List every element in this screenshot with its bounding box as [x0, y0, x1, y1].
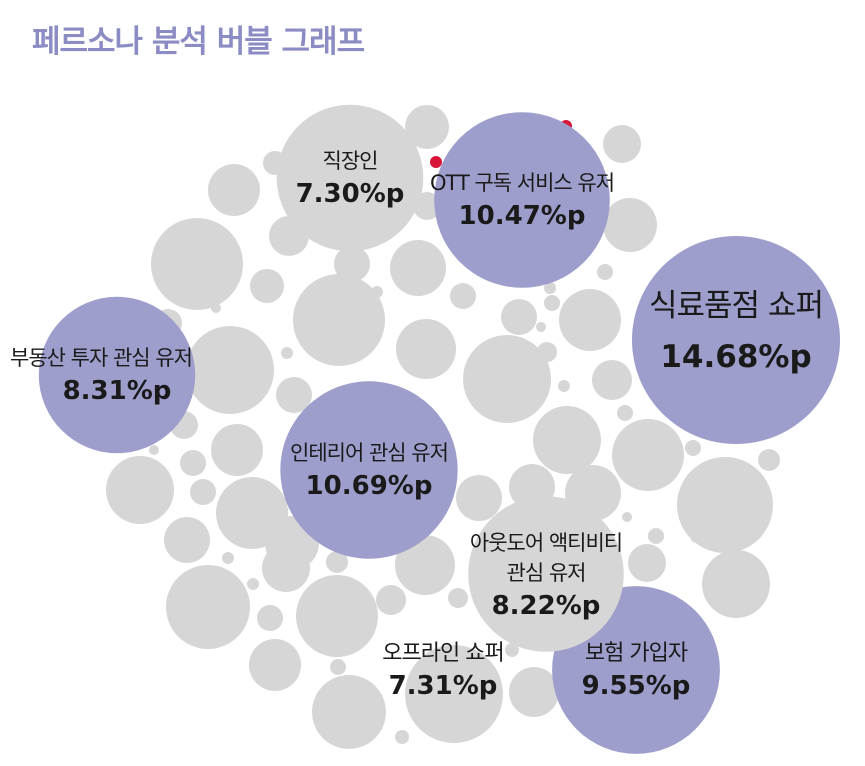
accent-dot — [430, 156, 442, 168]
background-bubble — [257, 605, 283, 631]
background-bubble — [296, 575, 378, 657]
background-bubble — [450, 283, 476, 309]
background-bubble — [371, 286, 383, 298]
background-bubble — [544, 295, 560, 311]
background-bubble — [166, 565, 250, 649]
background-bubble — [677, 457, 773, 553]
background-bubble — [592, 360, 632, 400]
persona-name-label: OTT 구독 서비스 유저 — [430, 171, 614, 195]
background-bubble — [151, 218, 243, 310]
persona-bubble — [38, 296, 196, 454]
background-bubble — [247, 578, 259, 590]
persona-bubble — [280, 381, 458, 559]
background-bubble — [395, 535, 455, 595]
persona-value-label: 9.55%p — [582, 671, 691, 701]
persona-name-label: 아웃도어 액티비티 — [470, 531, 622, 555]
background-bubble — [405, 105, 449, 149]
persona-name-label: 인테리어 관심 유저 — [290, 441, 448, 465]
background-bubble — [533, 406, 601, 474]
background-bubble — [376, 585, 406, 615]
background-bubble — [326, 551, 348, 573]
persona-value-label: 10.47%p — [459, 201, 586, 231]
background-bubble — [622, 512, 632, 522]
background-bubble — [544, 282, 556, 294]
background-bubble — [690, 529, 704, 543]
background-bubble — [617, 405, 633, 421]
background-bubble — [250, 269, 284, 303]
background-bubble — [276, 377, 312, 413]
persona-bubble — [632, 236, 840, 444]
persona-bubble — [434, 112, 610, 288]
persona-value-label: 14.68%p — [660, 339, 811, 375]
background-bubble — [395, 730, 409, 744]
persona-name-label: 직장인 — [323, 149, 378, 173]
background-bubble — [536, 322, 546, 332]
background-bubble — [463, 335, 551, 423]
background-bubble — [505, 643, 519, 657]
background-bubble — [612, 419, 684, 491]
background-bubble — [509, 667, 559, 717]
background-bubble — [180, 450, 206, 476]
background-bubble — [281, 347, 293, 359]
background-bubble — [702, 550, 770, 618]
persona-name-label: 오프라인 쇼퍼 — [382, 641, 503, 666]
background-bubble — [396, 319, 456, 379]
background-bubble — [685, 440, 701, 456]
background-bubble — [222, 552, 234, 564]
background-bubble — [558, 380, 570, 392]
background-bubble — [186, 326, 274, 414]
persona-value-label: 8.31%p — [63, 376, 172, 406]
background-bubble — [628, 544, 666, 582]
persona-labels: 식료품점 쇼퍼 14.68%p 인테리어 관심 유저 10.69%p OTT 구독 서비… — [10, 149, 824, 701]
background-bubble — [106, 456, 174, 524]
chart-title: 페르소나 분석 버블 그래프 — [32, 24, 365, 60]
background-bubble — [330, 659, 346, 675]
persona-bubble — [468, 496, 624, 652]
background-bubble — [293, 274, 385, 366]
background-bubble — [648, 528, 664, 544]
persona-value-label: 7.31%p — [389, 671, 498, 701]
background-bubble — [559, 289, 621, 351]
persona-name-label: 관심 유저 — [507, 561, 586, 585]
background-bubble — [501, 299, 537, 335]
persona-value-label: 8.22%p — [492, 591, 601, 621]
background-bubble — [262, 544, 310, 592]
background-bubble — [456, 475, 502, 521]
persona-name-label: 식료품점 쇼퍼 — [649, 288, 823, 324]
background-bubble — [149, 445, 159, 455]
persona-name-label: 보험 가입자 — [585, 641, 688, 666]
persona-name-label: 부동산 투자 관심 유저 — [10, 346, 192, 370]
persona-value-label: 10.69%p — [306, 471, 433, 501]
persona-value-label: 7.30%p — [296, 179, 405, 209]
persona-bubble — [276, 104, 424, 252]
background-bubble — [473, 718, 485, 730]
background-bubble — [211, 303, 221, 313]
background-bubble — [164, 517, 210, 563]
background-bubble — [597, 264, 613, 280]
background-bubble — [334, 246, 370, 282]
persona-bubbles — [38, 104, 840, 754]
background-bubble — [208, 164, 260, 216]
background-bubble — [249, 639, 301, 691]
background-bubble — [312, 675, 386, 749]
background-bubble — [448, 588, 468, 608]
background-bubble — [603, 198, 657, 252]
background-bubble — [390, 240, 446, 296]
background-bubble — [190, 479, 216, 505]
background-bubble — [211, 424, 263, 476]
background-bubbles — [106, 105, 780, 749]
background-bubble — [758, 449, 780, 471]
background-bubble — [603, 125, 641, 163]
